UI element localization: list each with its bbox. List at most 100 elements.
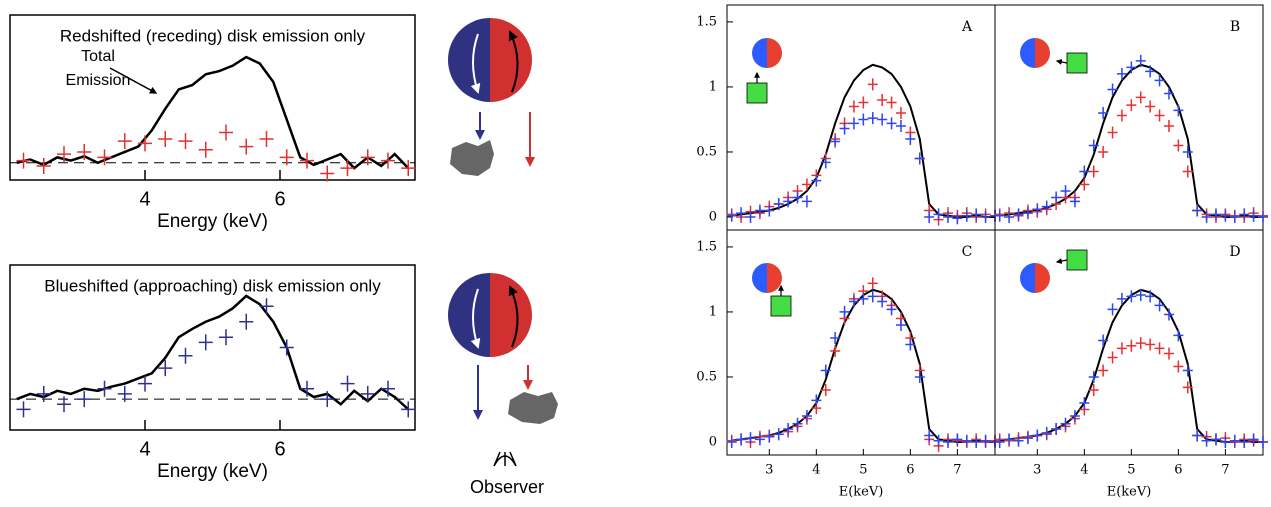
data-point (340, 160, 355, 177)
data-point (726, 209, 737, 222)
data-point (1079, 165, 1090, 178)
x-tick-label: 7 (953, 463, 961, 478)
data-point (138, 375, 152, 392)
disk-icon (752, 263, 767, 293)
annotation: Total (81, 48, 115, 65)
disk-icon (767, 38, 782, 68)
data-point (726, 435, 737, 448)
data-point (1004, 433, 1015, 446)
data-point (811, 174, 822, 187)
data-point (830, 344, 841, 357)
data-point (198, 334, 213, 351)
view-arrow (1055, 58, 1068, 65)
data-point (783, 195, 794, 208)
data-point (1135, 289, 1146, 302)
data-point (117, 385, 132, 402)
data-point (1098, 364, 1109, 377)
panel-label: A (961, 19, 973, 35)
data-point (1154, 299, 1165, 312)
data-point (1220, 209, 1231, 222)
disk-icon (1020, 263, 1035, 293)
data-point (1239, 208, 1250, 221)
data-point (867, 277, 878, 290)
data-point (764, 204, 775, 217)
data-point (994, 435, 1005, 448)
data-point (783, 422, 794, 435)
data-point (942, 435, 953, 448)
data-point (1079, 396, 1090, 409)
data-point (1248, 209, 1259, 222)
data-point (895, 119, 906, 132)
x-tick-label: 4 (139, 188, 150, 210)
data-point (961, 434, 972, 447)
data-point (1079, 178, 1090, 191)
data-point (933, 208, 944, 221)
data-point (1051, 191, 1062, 204)
data-point (1173, 104, 1184, 117)
data-point (914, 152, 925, 165)
data-point (1182, 364, 1193, 377)
data-point (300, 152, 314, 169)
data-line (999, 288, 1263, 443)
data-point (848, 295, 859, 308)
data-point (158, 131, 173, 148)
data-point (1239, 435, 1250, 448)
observer-icon (770, 295, 792, 317)
data-point (971, 208, 982, 221)
data-point (16, 152, 31, 169)
data-point (839, 122, 850, 135)
data-point (279, 339, 294, 356)
data-point (1154, 74, 1165, 87)
panel: 4 6 Energy (keV) Blueshifted (approaching) … (9, 264, 416, 482)
data-point (914, 370, 925, 383)
data-point (178, 347, 193, 364)
data-point (1192, 429, 1203, 442)
data-point (1210, 433, 1221, 446)
data-point (1022, 207, 1033, 220)
x-tick-label: 4 (1080, 463, 1088, 478)
data-point (895, 106, 906, 119)
data-point (736, 433, 747, 446)
data-point (1163, 87, 1174, 100)
x-tick-label: 6 (1174, 463, 1182, 478)
data-point (867, 290, 878, 303)
data-point (877, 295, 888, 308)
data-point (754, 204, 765, 217)
y-tick-label: 1 (709, 79, 717, 94)
y-tick-label: 0.5 (696, 144, 717, 159)
data-point (1173, 360, 1184, 373)
data-point (858, 113, 869, 126)
data-point (1098, 334, 1109, 347)
y-tick-label: 0 (709, 434, 717, 449)
data-point (239, 313, 254, 330)
y-tick-label: 1.5 (696, 239, 717, 254)
disk-icon (767, 263, 782, 293)
data-point (360, 385, 375, 402)
data-point (1004, 210, 1015, 223)
data-point (1163, 119, 1174, 132)
data-point (1116, 109, 1127, 122)
data-point (801, 195, 812, 208)
data-point (1135, 337, 1146, 350)
data-point (1069, 195, 1080, 208)
data-point (1088, 139, 1099, 152)
data-point (1107, 126, 1118, 139)
data-point (1258, 435, 1268, 448)
disk-icon (1035, 38, 1050, 68)
data-point (198, 141, 213, 158)
data-point (858, 96, 869, 109)
data-point (1088, 370, 1099, 383)
data-point (178, 133, 193, 150)
data-point (848, 100, 859, 113)
plot-frame (994, 229, 1264, 456)
panel: B (994, 4, 1268, 231)
plot-frame (9, 14, 416, 181)
data-point (1154, 342, 1165, 355)
x-axis-label: E(keV) (839, 485, 884, 500)
disk-icon (1020, 38, 1035, 68)
data-point (1145, 338, 1156, 351)
data-point (1229, 210, 1240, 223)
data-point (1098, 106, 1109, 119)
annotation: Redshifted (receding) disk emission only (60, 26, 366, 45)
